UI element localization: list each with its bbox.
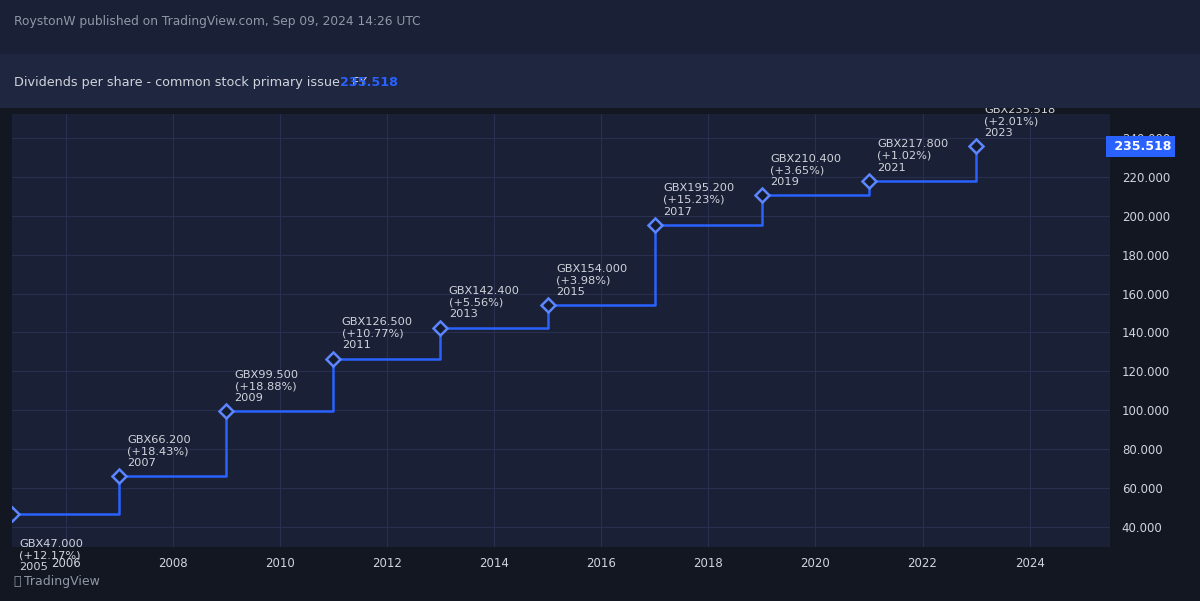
Text: GBX195.200
(+15.23%)
2017: GBX195.200 (+15.23%) 2017 xyxy=(664,183,734,216)
Text: GBX47.000
(+12.17%)
2005: GBX47.000 (+12.17%) 2005 xyxy=(19,538,83,572)
Text: GBX142.400
(+5.56%)
2013: GBX142.400 (+5.56%) 2013 xyxy=(449,286,520,320)
Text: 235.518: 235.518 xyxy=(340,76,397,90)
Text: GBX210.400
(+3.65%)
2019: GBX210.400 (+3.65%) 2019 xyxy=(770,154,841,187)
Text: GBX154.000
(+3.98%)
2015: GBX154.000 (+3.98%) 2015 xyxy=(556,264,628,297)
Text: GBX66.200
(+18.43%)
2007: GBX66.200 (+18.43%) 2007 xyxy=(127,435,191,468)
Text: GBX126.500
(+10.77%)
2011: GBX126.500 (+10.77%) 2011 xyxy=(342,317,413,350)
Text: Dividends per share - common stock primary issue · FY: Dividends per share - common stock prima… xyxy=(14,76,376,90)
Text: GBX217.800
(+1.02%)
2021: GBX217.800 (+1.02%) 2021 xyxy=(877,139,948,172)
Text: RoystonW published on TradingView.com, Sep 09, 2024 14:26 UTC: RoystonW published on TradingView.com, S… xyxy=(14,14,421,28)
Text: GBX99.500
(+18.88%)
2009: GBX99.500 (+18.88%) 2009 xyxy=(234,370,299,403)
Text: 235.518: 235.518 xyxy=(1110,140,1171,153)
Text: ⧹ TradingView: ⧹ TradingView xyxy=(14,575,101,588)
Text: GBX235.518
(+2.01%)
2023: GBX235.518 (+2.01%) 2023 xyxy=(984,105,1056,138)
